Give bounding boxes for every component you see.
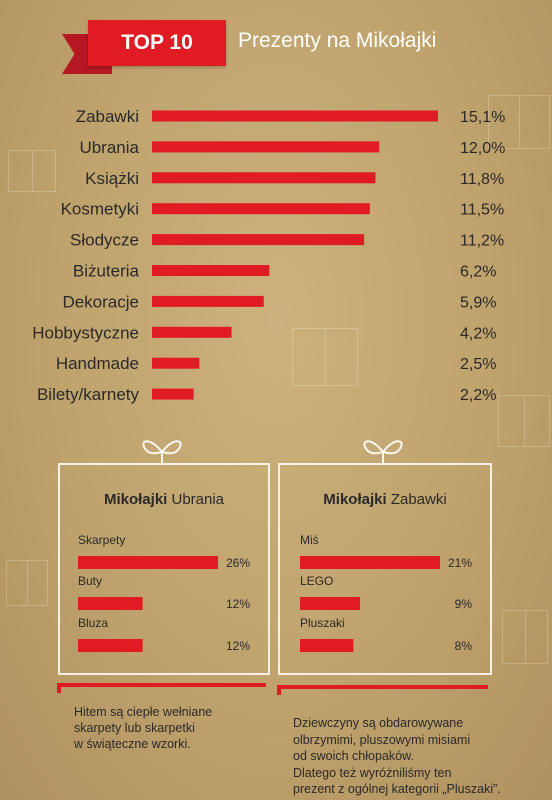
category-label: Dekoracje	[62, 292, 139, 311]
value-label: 4,2%	[460, 325, 496, 342]
main-bar-chart: Zabawki 15,1% Ubrania 12,0% Książki 11,8% Kosm…	[32, 107, 505, 404]
category-label: Słodycze	[70, 231, 139, 250]
category-label: Zabawki	[76, 107, 139, 126]
note-right-line: olbrzymimi, pluszowymi misiami	[293, 732, 471, 747]
ubrania-box-title-bold: Mikołajki	[103, 491, 168, 508]
sub-bar	[78, 556, 218, 569]
note-right: Dziewczyny są obdarowywane olbrzymimi, p…	[293, 715, 501, 798]
note-left-line: w świąteczne wzorki.	[74, 737, 191, 751]
value-label: 11,2%	[460, 233, 504, 250]
bar	[152, 234, 365, 246]
note-right-accent-tick	[277, 685, 281, 695]
sub-category-label: Miś	[300, 533, 319, 547]
bar	[152, 110, 438, 122]
ubrania-box: Mikołajki Ubrania	[58, 463, 270, 675]
value-label: 11,8%	[460, 171, 504, 188]
category-label: Biżuteria	[73, 262, 140, 281]
ribbon-bow-icon	[142, 440, 182, 464]
bar	[152, 141, 380, 153]
note-left-accent-tick	[57, 683, 61, 693]
background-gift-decoration	[292, 328, 358, 386]
ubrania-box-title-rest: Ubrania	[171, 491, 225, 508]
ribbon-bow-icon	[363, 440, 403, 464]
sub-category-label: Buty	[78, 574, 102, 588]
sub-category-label: LEGO	[300, 574, 333, 588]
category-label: Hobbystyczne	[32, 323, 139, 342]
value-label: 11,5%	[460, 202, 504, 219]
bar	[152, 172, 376, 184]
sub-value-label: 8%	[455, 639, 473, 653]
value-label: 15,1%	[460, 109, 505, 126]
zabawki-box: Mikołajki Zabawki	[278, 463, 492, 675]
note-left: Hitem są ciepłe wełniane skarpety lub sk…	[74, 704, 212, 752]
sub-category-label: Pluszaki	[300, 616, 345, 630]
sub-value-label: 9%	[455, 597, 473, 611]
ubrania-box-title: Mikołajki Ubrania	[60, 491, 268, 508]
bar	[152, 357, 200, 369]
sub-bar	[300, 597, 360, 610]
category-label: Kosmetyki	[61, 200, 139, 219]
value-label: 2,2%	[460, 387, 496, 404]
sub-value-label: 21%	[448, 556, 472, 570]
background-gift-decoration	[498, 395, 550, 447]
note-right-line: Dziewczyny są obdarowywane	[293, 716, 464, 730]
category-label: Książki	[85, 169, 139, 188]
category-label: Handmade	[56, 354, 139, 373]
bar	[152, 265, 270, 276]
background-gift-decoration	[8, 150, 56, 192]
zabawki-box-title: Mikołajki Zabawki	[280, 491, 490, 508]
bar	[152, 295, 264, 307]
background-gift-decoration	[488, 95, 550, 149]
bar	[152, 388, 194, 400]
note-right-line: od swoich chłopaków.	[293, 749, 414, 763]
value-label: 2,5%	[460, 356, 496, 373]
sub-bar	[300, 556, 440, 569]
note-right-line: prezent z ogólnej kategorii „Pluszaki”.	[293, 782, 501, 796]
note-left-line: Hitem są ciepłe wełniane	[74, 705, 213, 719]
top10-badge: TOP 10	[121, 31, 193, 54]
value-label: 12,0%	[460, 140, 505, 157]
note-left-accent-line	[57, 683, 266, 687]
sub-bar	[300, 639, 354, 652]
value-label: 5,9%	[460, 294, 496, 311]
sub-value-label: 12%	[226, 639, 250, 653]
note-right-line: Dlatego też wyróżniliśmy ten	[293, 765, 452, 780]
category-label: Bilety/karnety	[37, 385, 140, 404]
note-left-line: skarpety lub skarpetki	[74, 721, 195, 735]
page-title: Prezenty na Mikołajki	[238, 29, 437, 52]
sub-bar	[78, 597, 143, 610]
background-gift-decoration	[6, 560, 48, 606]
bar	[152, 203, 370, 215]
bar	[152, 326, 232, 338]
category-label: Ubrania	[79, 138, 139, 157]
sub-value-label: 26%	[226, 556, 250, 570]
value-label: 6,2%	[460, 264, 496, 281]
sub-category-label: Bluza	[78, 616, 108, 630]
sub-value-label: 12%	[226, 597, 250, 611]
sub-bar	[78, 639, 143, 652]
background-gift-decoration	[502, 610, 548, 664]
top10-banner: TOP 10	[88, 20, 226, 66]
zabawki-box-title-bold: Mikołajki	[323, 491, 387, 508]
zabawki-box-title-rest: Zabawki	[390, 491, 447, 508]
note-right-accent-line	[277, 685, 488, 689]
sub-category-label: Skarpety	[78, 533, 125, 547]
